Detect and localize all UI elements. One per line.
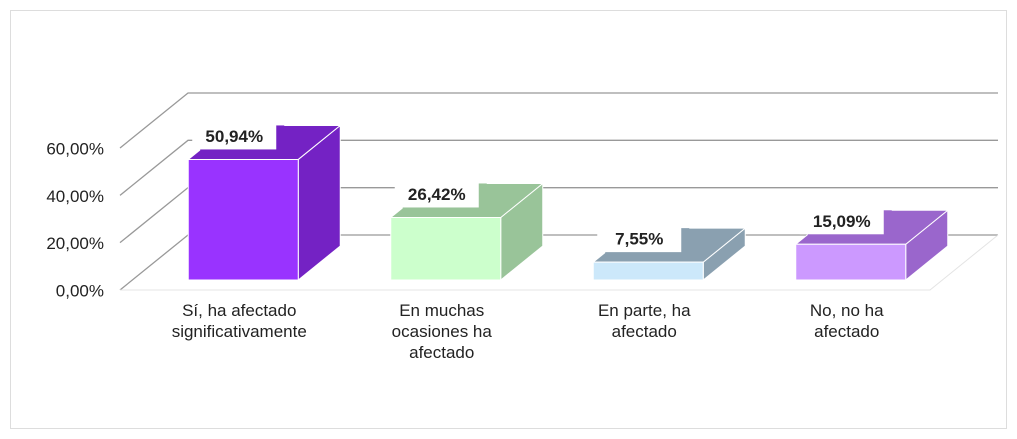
- value-label-box: [799, 208, 884, 235]
- y-tick-label: 0,00%: [56, 281, 104, 300]
- bar-front: [795, 243, 907, 281]
- value-label: 50,94%: [205, 127, 263, 146]
- x-tick-label: Sí, ha afectado significativamente: [171, 301, 307, 341]
- value-label: 15,09%: [813, 212, 871, 231]
- value-label-box: [597, 226, 682, 253]
- y-tick-label: 40,00%: [46, 187, 104, 206]
- x-tick-label: En parte, ha afectado: [597, 301, 691, 341]
- value-label: 7,55%: [615, 230, 663, 249]
- bar-front: [390, 216, 502, 281]
- grid-line: [119, 139, 998, 196]
- x-tick-label: No, no ha afectado: [809, 301, 884, 341]
- y-tick-label: 60,00%: [46, 139, 104, 158]
- bar-front: [592, 261, 704, 281]
- y-tick-label: 20,00%: [46, 234, 104, 253]
- value-label-box: [394, 181, 479, 208]
- value-label-box: [192, 123, 277, 150]
- bar-front: [187, 158, 299, 281]
- value-label: 26,42%: [408, 185, 466, 204]
- x-tick-label: En muchas ocasiones ha afectado: [391, 301, 492, 362]
- grid-line: [119, 92, 998, 149]
- floor: [120, 234, 999, 291]
